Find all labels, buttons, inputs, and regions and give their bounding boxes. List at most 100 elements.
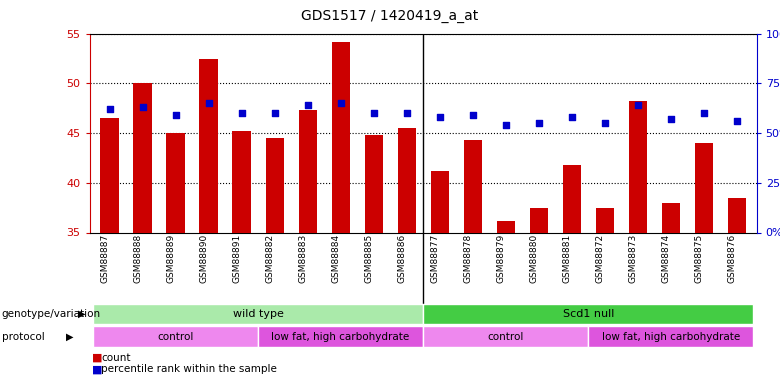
Text: GSM88883: GSM88883 bbox=[299, 234, 307, 283]
Bar bbox=[588, 232, 621, 304]
Bar bbox=[562, 165, 581, 232]
Bar bbox=[364, 135, 383, 232]
Text: GDS1517 / 1420419_a_at: GDS1517 / 1420419_a_at bbox=[301, 9, 479, 23]
Text: low fat, high carbohydrate: low fat, high carbohydrate bbox=[601, 332, 740, 342]
Bar bbox=[687, 232, 720, 304]
Text: GSM88877: GSM88877 bbox=[431, 234, 440, 283]
Point bbox=[566, 114, 578, 120]
Bar bbox=[456, 232, 489, 304]
Point bbox=[632, 102, 644, 108]
Text: GSM88878: GSM88878 bbox=[463, 234, 473, 283]
Bar bbox=[423, 326, 588, 347]
Bar bbox=[93, 326, 258, 347]
Bar bbox=[200, 58, 218, 232]
Bar bbox=[232, 131, 250, 232]
Text: GSM88882: GSM88882 bbox=[265, 234, 275, 283]
Bar bbox=[126, 232, 159, 304]
Text: GSM88890: GSM88890 bbox=[200, 234, 208, 283]
Bar bbox=[133, 84, 151, 232]
Bar bbox=[497, 220, 515, 232]
Bar bbox=[661, 202, 680, 232]
Bar bbox=[431, 171, 448, 232]
Text: GSM88876: GSM88876 bbox=[728, 234, 737, 283]
Bar bbox=[324, 232, 357, 304]
Text: GSM88886: GSM88886 bbox=[398, 234, 406, 283]
Bar bbox=[463, 140, 482, 232]
Point bbox=[136, 104, 149, 110]
Point bbox=[169, 112, 182, 118]
Bar bbox=[166, 133, 185, 232]
Point bbox=[103, 106, 115, 112]
Bar bbox=[588, 326, 753, 347]
Text: protocol: protocol bbox=[2, 332, 44, 342]
Bar bbox=[621, 232, 654, 304]
Bar bbox=[258, 326, 423, 347]
Text: GSM88891: GSM88891 bbox=[232, 234, 242, 283]
Text: GSM88881: GSM88881 bbox=[562, 234, 572, 283]
Text: GSM88880: GSM88880 bbox=[530, 234, 539, 283]
Bar bbox=[159, 232, 192, 304]
Bar bbox=[530, 208, 548, 232]
Bar bbox=[390, 232, 423, 304]
Bar bbox=[522, 232, 555, 304]
Bar bbox=[654, 232, 687, 304]
Point bbox=[665, 116, 677, 122]
Text: low fat, high carbohydrate: low fat, high carbohydrate bbox=[271, 332, 410, 342]
Bar bbox=[357, 232, 390, 304]
Bar bbox=[332, 42, 349, 232]
Text: GSM88872: GSM88872 bbox=[596, 234, 604, 283]
Bar bbox=[398, 128, 416, 232]
Text: genotype/variation: genotype/variation bbox=[2, 309, 101, 319]
Point bbox=[268, 110, 281, 116]
Text: ▶: ▶ bbox=[66, 332, 74, 342]
Text: ■: ■ bbox=[92, 353, 102, 363]
Point bbox=[367, 110, 380, 116]
Bar bbox=[423, 304, 753, 324]
Point bbox=[335, 100, 347, 106]
Text: ■: ■ bbox=[92, 364, 102, 374]
Bar bbox=[93, 304, 423, 324]
Bar bbox=[555, 232, 588, 304]
Point bbox=[301, 102, 314, 108]
Bar bbox=[728, 198, 746, 232]
Text: GSM88884: GSM88884 bbox=[332, 234, 341, 283]
Text: GSM88887: GSM88887 bbox=[101, 234, 109, 283]
Text: control: control bbox=[158, 332, 193, 342]
Text: wild type: wild type bbox=[232, 309, 283, 319]
Bar bbox=[93, 232, 126, 304]
Bar bbox=[695, 143, 713, 232]
Point bbox=[499, 122, 512, 128]
Bar bbox=[291, 232, 324, 304]
Point bbox=[202, 100, 215, 106]
Text: GSM88874: GSM88874 bbox=[661, 234, 671, 283]
Text: Scd1 null: Scd1 null bbox=[562, 309, 614, 319]
Text: ▶: ▶ bbox=[78, 309, 86, 319]
Bar bbox=[629, 101, 647, 232]
Text: GSM88889: GSM88889 bbox=[167, 234, 176, 283]
Point bbox=[236, 110, 248, 116]
Point bbox=[434, 114, 446, 120]
Bar bbox=[225, 232, 258, 304]
Bar bbox=[258, 232, 291, 304]
Text: GSM88873: GSM88873 bbox=[629, 234, 638, 283]
Point bbox=[731, 118, 743, 124]
Point bbox=[598, 120, 611, 126]
Text: GSM88885: GSM88885 bbox=[364, 234, 374, 283]
Bar bbox=[192, 232, 225, 304]
Bar bbox=[101, 118, 119, 232]
Bar bbox=[423, 232, 456, 304]
Text: count: count bbox=[101, 353, 131, 363]
Text: GSM88879: GSM88879 bbox=[497, 234, 505, 283]
Bar bbox=[720, 232, 753, 304]
Point bbox=[533, 120, 545, 126]
Bar bbox=[489, 232, 522, 304]
Text: GSM88875: GSM88875 bbox=[695, 234, 704, 283]
Point bbox=[400, 110, 413, 116]
Text: control: control bbox=[488, 332, 524, 342]
Text: GSM88888: GSM88888 bbox=[133, 234, 143, 283]
Point bbox=[697, 110, 710, 116]
Point bbox=[466, 112, 479, 118]
Bar bbox=[596, 208, 614, 232]
Bar bbox=[299, 110, 317, 232]
Text: percentile rank within the sample: percentile rank within the sample bbox=[101, 364, 277, 374]
